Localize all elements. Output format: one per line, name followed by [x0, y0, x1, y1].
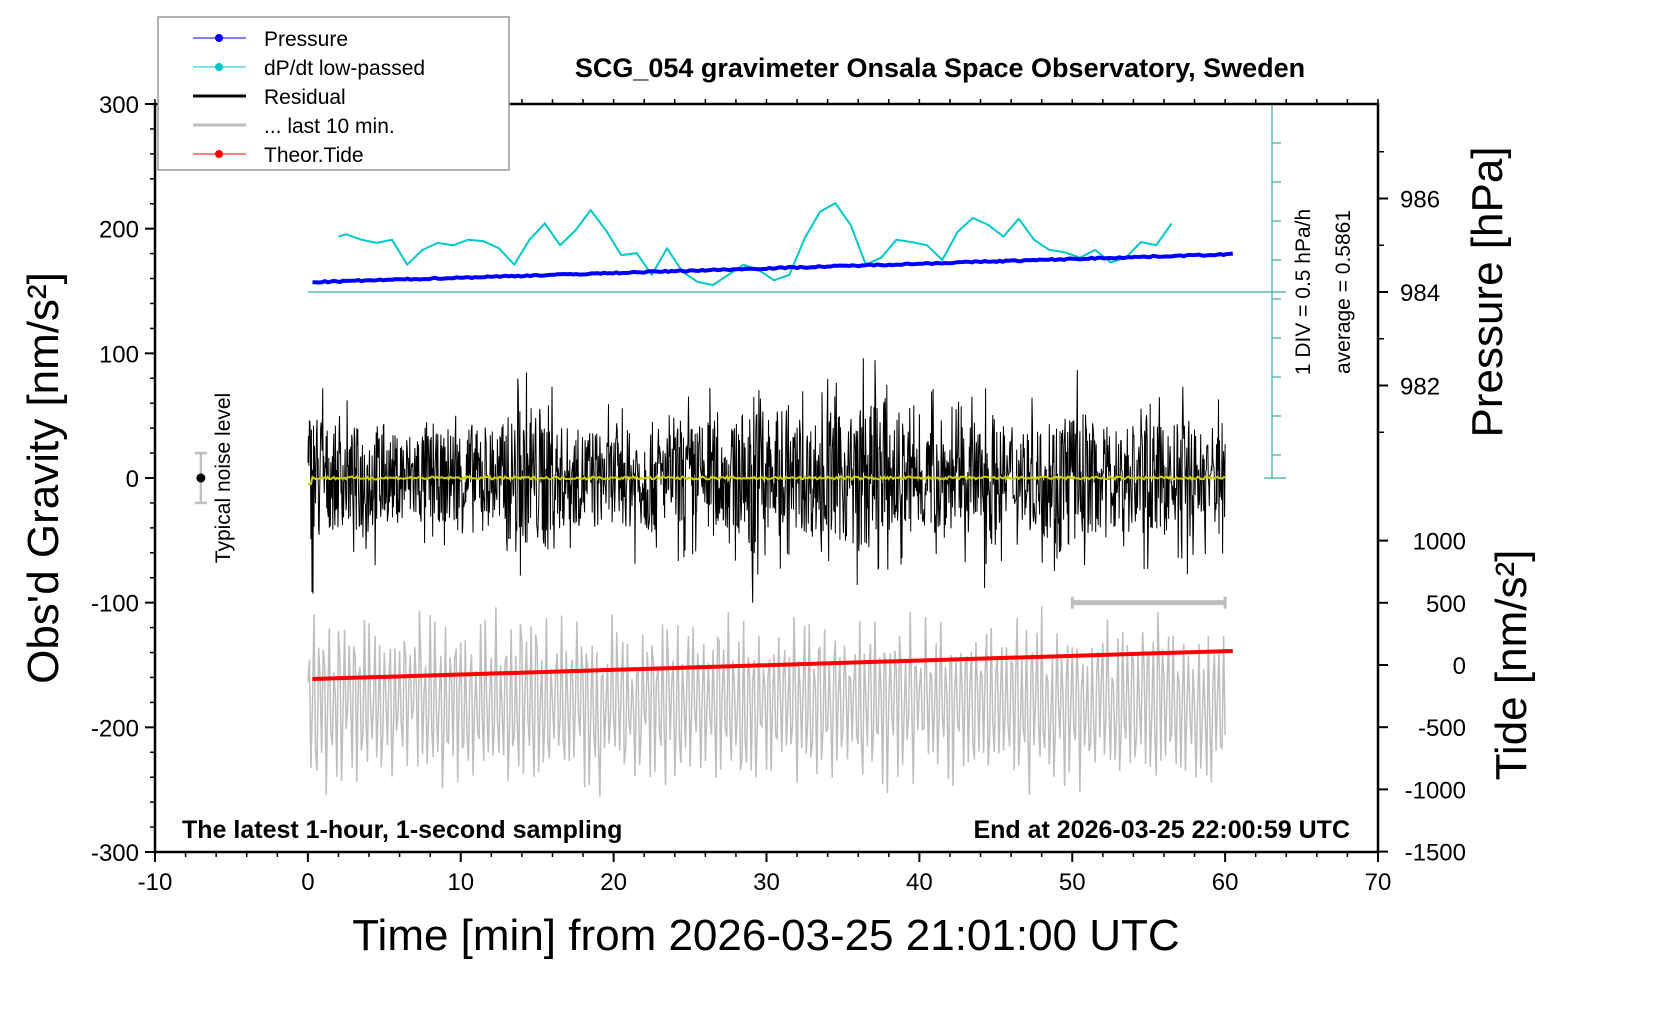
tide-tick-label: 1000	[1413, 529, 1466, 556]
x-tick-label: 30	[753, 869, 780, 896]
tide-tick-label: -1500	[1405, 840, 1466, 867]
y-tick-label: 300	[99, 92, 139, 119]
y-tick-label: -100	[91, 591, 139, 618]
legend-label: Theor.Tide	[264, 144, 364, 167]
pressure-tick-label: 982	[1400, 374, 1440, 401]
last-10-min-trace	[307, 606, 1226, 797]
legend-item: ... last 10 min.	[193, 115, 395, 138]
legend-item: Theor.Tide	[193, 144, 364, 167]
legend-marker	[215, 34, 223, 42]
legend-marker	[215, 63, 223, 71]
tide-tick-label: -1000	[1405, 777, 1466, 804]
x-tick-label: 40	[906, 869, 933, 896]
series-layer	[194, 103, 1286, 797]
noise-level-dot	[196, 473, 206, 483]
dpdt-scale-label: 1 DIV = 0.5 hPa/h	[1292, 209, 1315, 375]
y-tick-label: -200	[91, 715, 139, 742]
residual-smoothed-trace	[307, 474, 1226, 486]
pressure-axis-label: Pressure [hPa]	[1463, 146, 1512, 437]
legend-label: Pressure	[264, 28, 348, 51]
legend-item: Pressure	[193, 28, 348, 51]
tide-tick-label: -500	[1418, 715, 1466, 742]
legend-label: Residual	[264, 86, 346, 109]
x-tick-label: 20	[600, 869, 627, 896]
x-tick-label: -10	[138, 869, 173, 896]
x-tick-label: 70	[1365, 869, 1392, 896]
tide-tick-label: 500	[1426, 591, 1466, 618]
y-tick-label: 200	[99, 217, 139, 244]
noise-level-label: Typical noise level	[212, 393, 235, 563]
x-axis-label: Time [min] from 2026-03-25 21:01:00 UTC	[352, 911, 1179, 960]
pressure-trace	[312, 251, 1234, 285]
legend-item: Residual	[193, 86, 346, 109]
pressure-tick-label: 986	[1400, 187, 1440, 214]
x-tick-label: 50	[1059, 869, 1086, 896]
legend-marker	[215, 150, 223, 158]
legend-label: dP/dt low-passed	[264, 57, 425, 80]
dpdt-average-label: average = 0.5861	[1332, 210, 1355, 374]
x-tick-label: 10	[447, 869, 474, 896]
bottom-left-annotation: The latest 1-hour, 1-second sampling	[182, 816, 622, 844]
bottom-right-annotation: End at 2026-03-25 22:00:59 UTC	[973, 816, 1350, 844]
residual-trace	[307, 358, 1226, 603]
pressure-tick-label: 984	[1400, 280, 1440, 307]
theor-tide-trace	[312, 648, 1233, 682]
tide-tick-label: 0	[1453, 653, 1466, 680]
tide-axis-label: Tide [nm/s²]	[1487, 550, 1536, 781]
legend-label: ... last 10 min.	[264, 115, 395, 138]
dpdt-trace	[338, 202, 1173, 286]
y-axis-label: Obs'd Gravity [nm/s²]	[19, 272, 68, 684]
x-tick-label: 60	[1212, 869, 1239, 896]
y-tick-label: 100	[99, 341, 139, 368]
y-tick-label: -300	[91, 840, 139, 867]
x-tick-label: 0	[301, 869, 314, 896]
legend: Pressure dP/dt low-passed Residual ... last…	[157, 16, 510, 171]
y-tick-label: 0	[126, 466, 139, 493]
axes-layer: -10 0 10 20 30 40 50 60 70-300-200-1000100200300…	[91, 92, 1466, 896]
legend-item: dP/dt low-passed	[193, 57, 425, 80]
chart-title: SCG_054 gravimeter Onsala Space Observat…	[575, 53, 1305, 83]
legend-box	[157, 16, 510, 171]
